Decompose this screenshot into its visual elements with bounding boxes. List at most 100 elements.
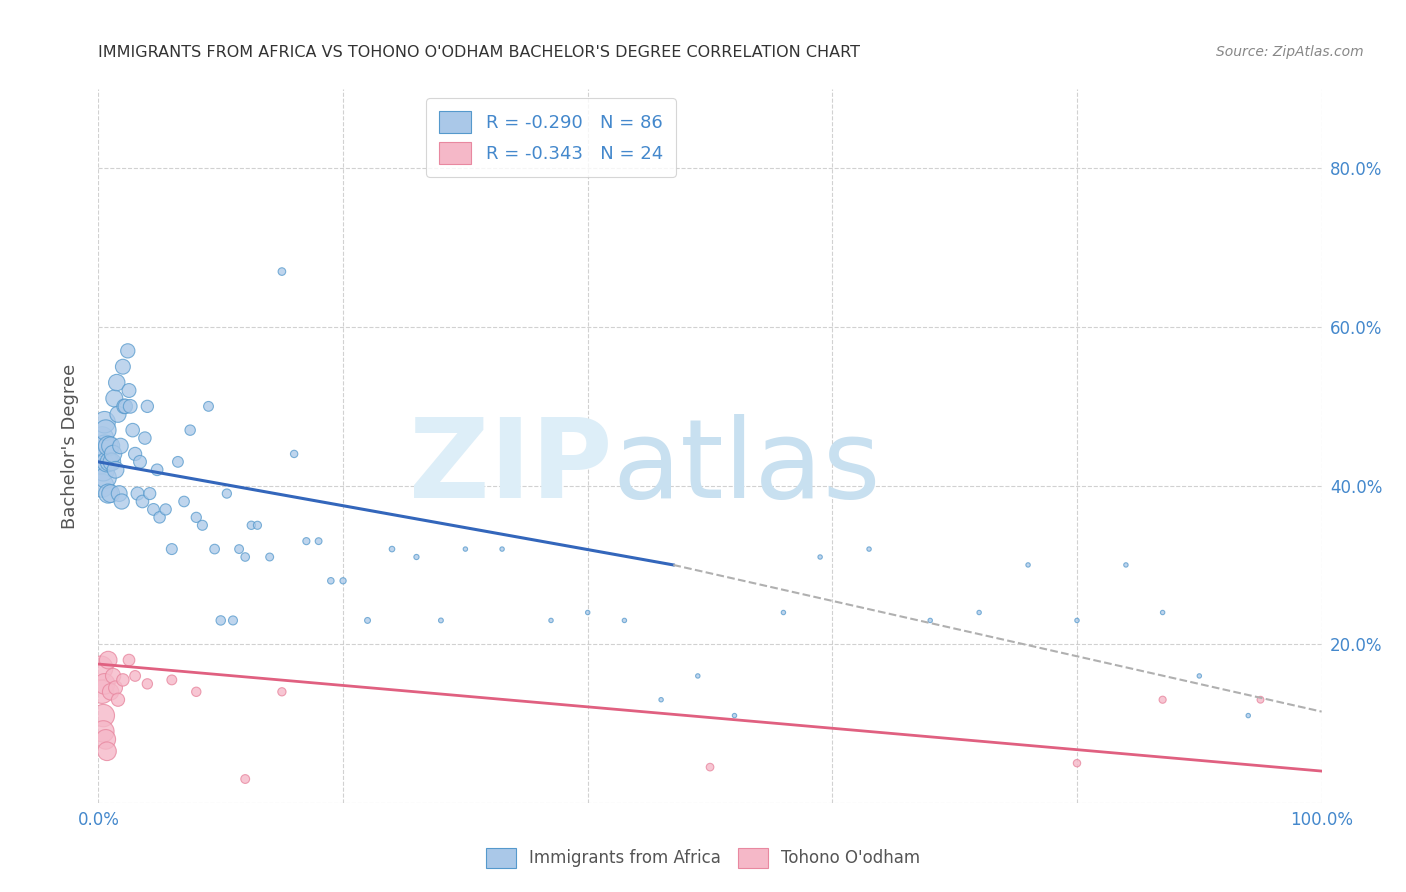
Point [356, 614, 378, 628]
Point [139, 486, 162, 500]
Point [120, 400, 142, 414]
Point [686, 669, 709, 683]
Point [91, 685, 114, 699]
Point [127, 486, 149, 500]
Point [430, 614, 453, 628]
Y-axis label: Bachelor's Degree: Bachelor's Degree [60, 363, 79, 529]
Point [1152, 692, 1174, 706]
Point [723, 708, 745, 723]
Point [100, 685, 122, 699]
Point [233, 549, 256, 564]
Point [98, 455, 121, 469]
Point [105, 376, 128, 390]
Point [131, 494, 153, 508]
Point [90, 455, 112, 469]
Point [91, 724, 114, 739]
Point [112, 400, 135, 414]
Point [576, 606, 599, 620]
Point [405, 549, 427, 564]
Point [222, 614, 245, 628]
Point [259, 549, 281, 564]
Point [129, 455, 152, 469]
Point [246, 518, 269, 533]
Point [215, 486, 238, 500]
Point [108, 486, 131, 500]
Point [1066, 756, 1088, 771]
Text: ZIP: ZIP [409, 414, 612, 521]
Point [808, 549, 831, 564]
Point [1017, 558, 1039, 572]
Point [101, 447, 124, 461]
Legend: Immigrants from Africa, Tohono O'odham: Immigrants from Africa, Tohono O'odham [479, 841, 927, 875]
Point [100, 486, 122, 500]
Point [96, 455, 118, 469]
Point [111, 359, 134, 374]
Point [160, 673, 183, 687]
Point [136, 400, 159, 414]
Point [179, 423, 201, 437]
Point [772, 606, 794, 620]
Point [1237, 708, 1260, 723]
Point [101, 455, 124, 469]
Point [197, 400, 219, 414]
Point [90, 661, 112, 675]
Point [142, 502, 165, 516]
Point [283, 447, 305, 461]
Point [540, 614, 562, 628]
Point [1249, 692, 1271, 706]
Point [111, 673, 134, 687]
Point [381, 542, 404, 557]
Point [1115, 558, 1137, 572]
Point [100, 439, 122, 453]
Point [96, 744, 118, 758]
Point [94, 423, 117, 437]
Point [240, 518, 263, 533]
Point [270, 264, 294, 278]
Point [228, 542, 250, 557]
Text: IMMIGRANTS FROM AFRICA VS TOHONO O'ODHAM BACHELOR'S DEGREE CORRELATION CHART: IMMIGRANTS FROM AFRICA VS TOHONO O'ODHAM… [98, 45, 860, 60]
Point [1152, 606, 1174, 620]
Point [209, 614, 232, 628]
Point [308, 534, 330, 549]
Point [118, 384, 141, 398]
Point [104, 463, 127, 477]
Point [134, 431, 156, 445]
Point [332, 574, 354, 588]
Point [93, 415, 115, 429]
Point [93, 439, 115, 453]
Point [699, 760, 721, 774]
Point [101, 669, 124, 683]
Point [118, 653, 141, 667]
Point [155, 502, 177, 516]
Point [91, 463, 114, 477]
Point [920, 614, 942, 628]
Point [110, 439, 132, 453]
Text: Source: ZipAtlas.com: Source: ZipAtlas.com [1216, 45, 1364, 59]
Point [204, 542, 226, 557]
Point [1188, 669, 1211, 683]
Point [160, 542, 183, 557]
Point [454, 542, 477, 557]
Point [91, 431, 114, 445]
Point [173, 494, 195, 508]
Point [94, 471, 117, 485]
Point [103, 392, 125, 406]
Point [97, 653, 120, 667]
Point [149, 510, 172, 524]
Point [97, 439, 120, 453]
Point [967, 606, 990, 620]
Point [295, 534, 318, 549]
Point [117, 343, 139, 358]
Point [93, 677, 115, 691]
Point [1066, 614, 1088, 628]
Point [91, 478, 114, 492]
Point [650, 692, 672, 706]
Point [107, 692, 129, 706]
Point [613, 614, 636, 628]
Point [319, 574, 342, 588]
Point [114, 400, 136, 414]
Point [124, 447, 146, 461]
Point [491, 542, 513, 557]
Point [858, 542, 880, 557]
Point [121, 423, 143, 437]
